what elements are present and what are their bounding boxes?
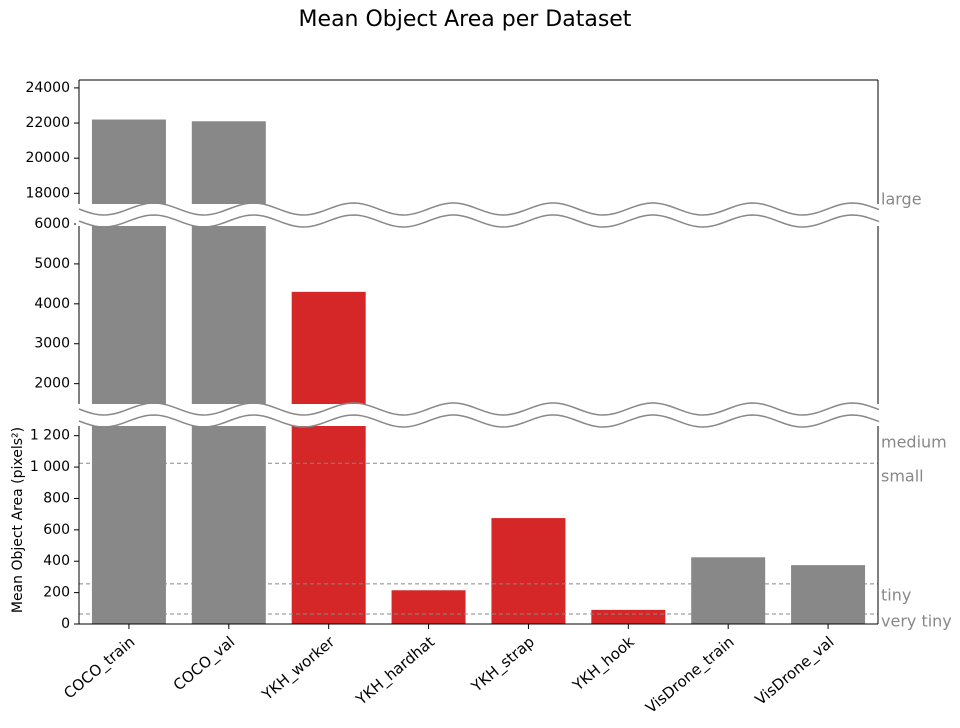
chart-title: Mean Object Area per Dataset — [299, 7, 632, 32]
y-tick-label: 1 000 — [30, 459, 70, 475]
bar — [791, 565, 866, 624]
break-wave — [78, 202, 880, 216]
bar — [291, 420, 366, 624]
y-tick-label: 4000 — [34, 296, 70, 312]
annotation: large — [881, 190, 922, 209]
y-tick-label: 0 — [61, 616, 70, 632]
break-wave — [78, 214, 880, 228]
break-wave — [78, 414, 880, 428]
y-tick-label: 200 — [43, 585, 70, 601]
bar — [491, 518, 566, 624]
y-axis-label: Mean Object Area (pixels²) — [10, 427, 26, 613]
annotation: very tiny — [881, 612, 952, 631]
x-tick-label: YKH_strap — [467, 633, 538, 697]
bar — [191, 220, 266, 410]
x-tick-label: VisDrone_val — [752, 633, 838, 710]
y-tick-label: 20000 — [25, 150, 70, 166]
bar — [91, 220, 166, 410]
x-tick-label: COCO_train — [60, 633, 139, 703]
y-tick-label: 18000 — [25, 185, 70, 201]
y-tick-label: 5000 — [34, 256, 70, 272]
break-wave — [78, 402, 880, 416]
bar — [391, 590, 466, 624]
y-tick-label: 24000 — [25, 80, 70, 96]
x-tick-label: VisDrone_train — [642, 633, 738, 718]
bar — [91, 119, 166, 210]
y-tick-label: 1 200 — [30, 428, 70, 444]
y-tick-label: 2000 — [34, 376, 70, 392]
bar — [91, 420, 166, 624]
x-tick-label: YKH_worker — [258, 632, 340, 705]
y-tick-label: 22000 — [25, 115, 70, 131]
bar — [691, 557, 766, 624]
x-tick-label: YKH_hardhat — [352, 633, 439, 710]
y-tick-label: 800 — [43, 490, 70, 506]
y-tick-label: 400 — [43, 553, 70, 569]
y-tick-label: 3000 — [34, 336, 70, 352]
annotation: tiny — [881, 586, 911, 605]
annotation: small — [881, 467, 924, 486]
bar — [191, 121, 266, 210]
x-tick-label: YKH_hook — [569, 633, 639, 696]
bar — [591, 609, 666, 624]
x-tick-label: COCO_val — [170, 633, 239, 695]
bar — [291, 291, 366, 410]
annotation: medium — [881, 433, 947, 452]
bar — [191, 420, 266, 624]
y-tick-label: 6000 — [34, 216, 70, 232]
y-tick-label: 600 — [43, 522, 70, 538]
